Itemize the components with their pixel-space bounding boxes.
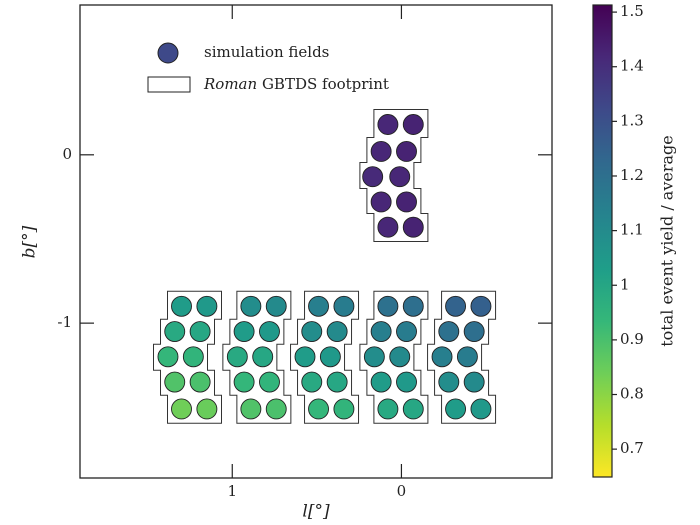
field-point [326,321,348,343]
field-point [470,295,492,317]
field-point [259,321,280,343]
field-point [463,321,485,343]
colorbar-tick-label: 1.4 [620,57,644,75]
field-point [189,371,211,393]
colorbar-tick-label: 0.9 [620,330,644,348]
field-point [370,321,392,343]
field-point [370,140,392,162]
field-point [164,371,186,393]
colorbar-tick-label: 0.8 [620,385,644,403]
field-point [396,140,417,162]
x-axis-label: l[°] [302,502,330,522]
field-point [377,114,399,135]
field-point [363,346,385,368]
field-point [326,371,348,393]
field-point [265,398,287,420]
field-point [233,371,255,393]
field-point [265,295,287,317]
field-point [377,295,399,317]
colorbar-tick-label: 1 [620,275,630,293]
field-point [196,398,218,420]
field-point [396,371,417,393]
field-point [189,321,211,343]
x-tick-label: 1 [227,482,237,500]
field-point [402,398,424,420]
field-point [396,191,417,213]
field-point [463,371,485,393]
field-point [171,295,192,317]
field-point [389,346,411,368]
field-point [182,346,204,368]
legend-footprint [147,76,191,93]
colorbar-tick-label: 1.3 [620,111,644,129]
field-point [362,166,384,188]
y-tick-label: -1 [57,313,72,331]
field-point [402,295,424,317]
legend-point [157,42,179,64]
field-point [319,346,341,368]
plot-frame [79,4,553,479]
legend-label: simulation fields [204,43,329,61]
field-point [252,346,274,368]
colorbar-label: total event yield / average [658,135,677,347]
field-point [333,295,355,317]
y-axis-label: b[°] [20,225,40,258]
field-point [301,371,323,393]
field-point [402,216,424,238]
field-point [431,346,453,368]
colorbar-tick-label: 1.5 [620,2,644,20]
colorbar-tick-label: 1.2 [620,166,644,184]
field-point [240,295,262,317]
field-point [171,398,192,420]
field-point [402,114,424,135]
field-point [370,371,392,393]
field-point [157,346,179,368]
colorbar-tick-label: 1.1 [620,221,644,239]
field-point [240,398,262,420]
field-point [456,346,478,368]
colorbar [592,4,613,478]
legend-label: Roman GBTDS footprint [203,75,389,93]
legend-label-rest: GBTDS footprint [262,75,389,93]
field-point [377,398,399,420]
field-point [301,321,323,343]
field-point [164,321,186,343]
field-point [308,295,329,317]
field-point [438,371,460,393]
field-point [445,398,467,420]
field-point [226,346,248,368]
field-point [445,295,467,317]
x-tick-label: 0 [397,482,407,500]
field-point [308,398,329,420]
field-point [370,191,392,213]
field-point [259,371,280,393]
y-tick-label: 0 [62,145,72,163]
colorbar-tick-label: 0.7 [620,439,644,457]
field-point [377,216,399,238]
field-point [196,295,218,317]
legend-label-italic: Roman [203,75,257,93]
field-point [470,398,492,420]
field-point [438,321,460,343]
field-point [294,346,316,368]
field-point [333,398,355,420]
field-point [389,166,411,188]
field-point [233,321,255,343]
field-point [396,321,417,343]
